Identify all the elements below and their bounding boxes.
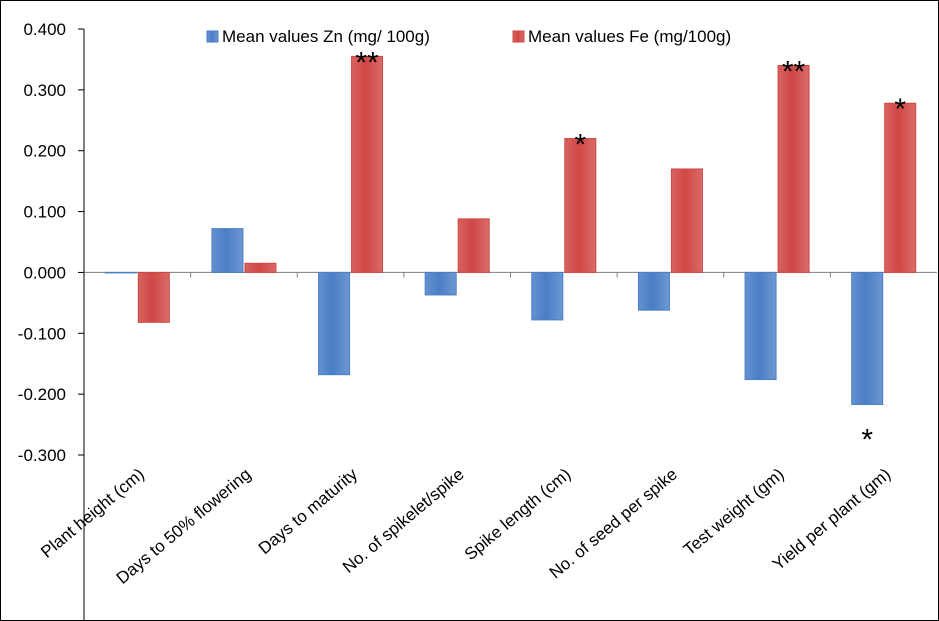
bar-zn-8 [851, 271, 884, 405]
significance-mark: * [861, 423, 873, 456]
legend-swatch [512, 30, 525, 43]
bar-fe-7 [777, 65, 810, 273]
bars [104, 55, 917, 405]
category-label: Days to maturity [255, 464, 362, 558]
y-tick-label: 0.300 [23, 81, 66, 100]
bar-zn-6 [637, 271, 670, 311]
legend-label: Mean values Fe (mg/100g) [528, 27, 731, 46]
y-tick-label: -0.300 [18, 446, 66, 465]
bar-zn-3 [318, 271, 351, 376]
y-tick-label: 0.000 [23, 263, 66, 282]
bar-fe-4 [457, 218, 490, 273]
significance-marks: ******* [355, 46, 906, 456]
category-labels: Plant height (cm)Days to 50% flowering Da… [37, 464, 894, 588]
legend: Mean values Zn (mg/ 100g) Mean values Fe … [206, 27, 731, 46]
category-label: Test weight (gm) [680, 465, 788, 560]
category-label: Yield per plant (gm) [769, 465, 894, 575]
significance-mark: * [894, 93, 906, 126]
legend-label: Mean values Zn (mg/ 100g) [222, 27, 430, 46]
category-label: Spike length (cm) [461, 465, 575, 565]
y-tick-label: 0.100 [23, 203, 66, 222]
y-tick-label: -0.200 [18, 385, 66, 404]
bar-fe-6 [670, 168, 703, 273]
bar-fe-2 [244, 262, 277, 273]
y-tick-label: 0.200 [23, 142, 66, 161]
y-tick-labels: -0.300 -0.200 -0.100 0.000 0.100 0.200 0.300 0.… [18, 20, 66, 465]
bar-zn-4 [424, 271, 457, 296]
legend-swatch [206, 30, 219, 43]
y-tick-label: -0.100 [18, 324, 66, 343]
bar-zn-7 [744, 271, 777, 381]
significance-mark: ** [355, 46, 379, 79]
category-label: Plant height (cm) [37, 465, 148, 562]
bar-zn-2 [211, 228, 244, 273]
bar-fe-1 [137, 271, 170, 323]
y-tick-label: 0.400 [23, 20, 66, 39]
bar-zn-1 [104, 271, 137, 274]
bar-fe-8 [884, 102, 917, 273]
bar-fe-3 [351, 55, 384, 273]
bar-fe-5 [564, 138, 597, 273]
bar-zn-5 [531, 271, 564, 321]
significance-mark: * [574, 129, 586, 162]
significance-mark: ** [782, 56, 806, 89]
